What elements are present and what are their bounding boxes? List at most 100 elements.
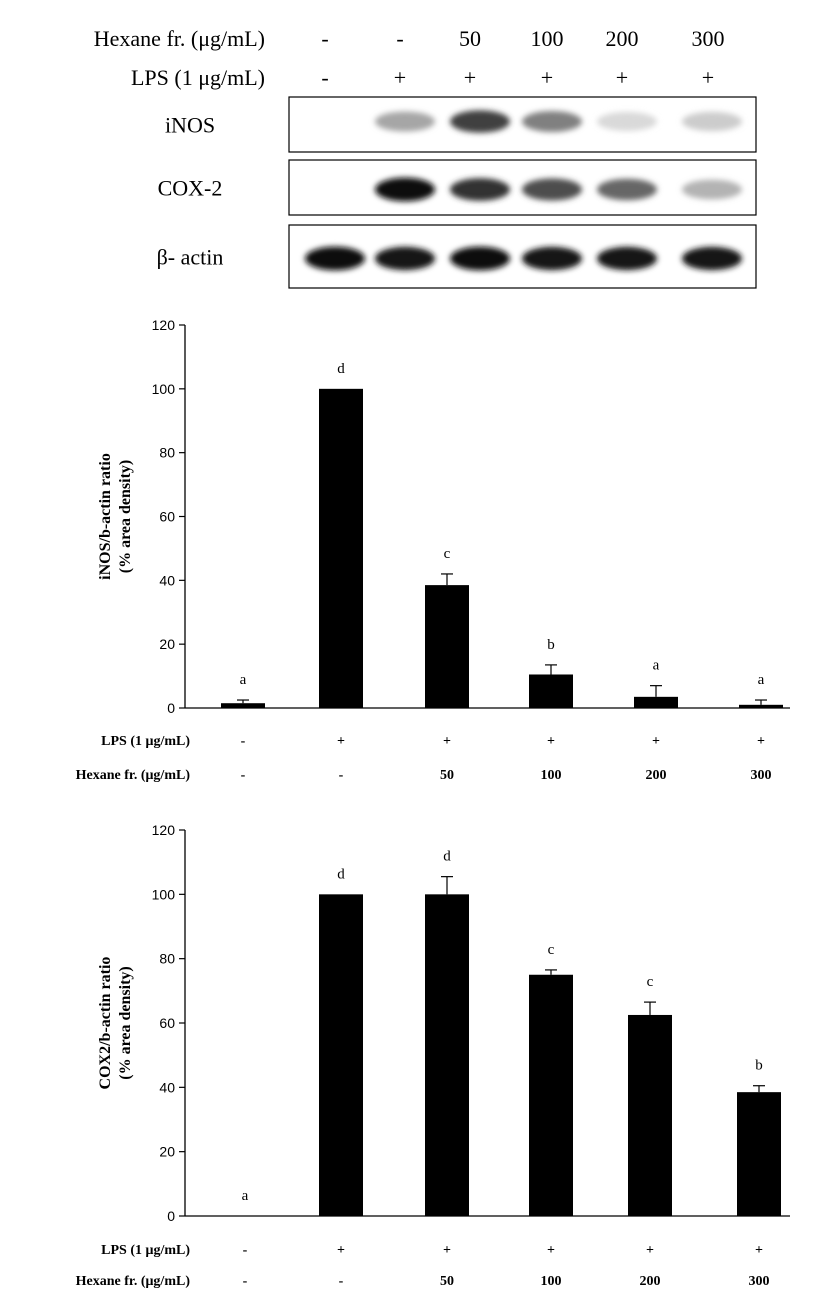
condition-value: + [652, 734, 660, 749]
condition-value: + [443, 1243, 451, 1258]
y-tick-label: 60 [159, 1015, 175, 1031]
condition-value: - [241, 734, 246, 749]
blot-band [682, 246, 742, 271]
condition-value: + [757, 734, 765, 749]
condition-label: Hexane fr. (μg/mL) [76, 768, 191, 783]
treatment-value: 50 [459, 26, 481, 51]
y-tick-label: 80 [159, 951, 175, 967]
condition-value: - [339, 768, 344, 783]
significance-letter: a [758, 672, 765, 688]
treatment-value: + [616, 65, 628, 90]
y-tick-label: 40 [159, 1079, 175, 1095]
condition-value: + [337, 734, 345, 749]
bar [425, 585, 469, 708]
condition-label: Hexane fr. (μg/mL) [76, 1274, 191, 1289]
significance-letter: d [443, 849, 451, 865]
treatment-value: + [394, 65, 406, 90]
condition-value: + [547, 1243, 555, 1258]
blot-band [375, 111, 435, 132]
blot-band [375, 177, 435, 202]
significance-letter: d [337, 361, 345, 377]
blot-band [450, 110, 510, 133]
blot-band [450, 246, 510, 271]
treatment-value: 300 [692, 26, 725, 51]
significance-letter: a [240, 672, 247, 688]
significance-letter: b [755, 1058, 763, 1074]
bar [628, 1014, 672, 1216]
significance-letter: a [653, 658, 660, 674]
significance-letter: a [242, 1188, 249, 1204]
significance-letter: d [337, 866, 345, 882]
blot-band [597, 178, 657, 201]
condition-value: + [443, 734, 451, 749]
bar [737, 1092, 781, 1216]
treatment-label: Hexane fr. (μg/mL) [94, 26, 265, 51]
y-tick-label: 0 [167, 700, 175, 716]
blot-band [522, 178, 582, 201]
bar [634, 696, 678, 708]
blot-band [682, 111, 742, 132]
blot-band [597, 246, 657, 271]
blot-band [522, 111, 582, 132]
blot-band [522, 246, 582, 271]
blot-band [682, 179, 742, 200]
y-tick-label: 80 [159, 445, 175, 461]
blot-band [450, 178, 510, 201]
y-tick-label: 100 [152, 886, 176, 902]
bar [529, 674, 573, 708]
blot-band-label: COX-2 [158, 176, 223, 201]
y-tick-label: 20 [159, 636, 175, 652]
blot-band [305, 246, 365, 271]
condition-value: 100 [541, 768, 562, 783]
condition-value: 300 [751, 768, 772, 783]
treatment-value: + [702, 65, 714, 90]
significance-letter: c [444, 546, 451, 562]
condition-value: - [243, 1274, 248, 1289]
y-tick-label: 60 [159, 509, 175, 525]
treatment-value: - [321, 26, 328, 51]
condition-value: 300 [749, 1274, 770, 1289]
treatment-value: 200 [606, 26, 639, 51]
blot-band [597, 112, 657, 131]
condition-value: + [646, 1243, 654, 1258]
condition-label: LPS (1 μg/mL) [101, 734, 190, 749]
bar [739, 704, 783, 708]
blot-band [375, 246, 435, 271]
condition-value: + [547, 734, 555, 749]
significance-letter: b [547, 637, 555, 653]
bar [319, 388, 363, 708]
bar [529, 974, 573, 1216]
condition-value: 200 [640, 1274, 661, 1289]
condition-value: + [755, 1243, 763, 1258]
condition-value: 100 [541, 1274, 562, 1289]
y-tick-label: 40 [159, 572, 175, 588]
condition-value: 50 [440, 768, 454, 783]
condition-value: - [339, 1274, 344, 1289]
cox2-bar-chart: 0 20 40 60 80 100 120 COX2/b-actin ratio (% area… [76, 822, 790, 1289]
western-blot-panel: Hexane fr. (μg/mL) - - 50 100 200 300 LPS (1 μg… [94, 26, 757, 289]
treatment-label: LPS (1 μg/mL) [131, 65, 265, 90]
blot-frame [288, 96, 757, 153]
condition-value: - [241, 768, 246, 783]
significance-letter: c [647, 974, 654, 990]
y-tick-label: 0 [167, 1208, 175, 1224]
y-tick-label: 120 [152, 822, 176, 838]
condition-value: 200 [646, 768, 667, 783]
significance-letter: c [548, 942, 555, 958]
condition-value: - [243, 1243, 248, 1258]
y-tick-label: 100 [152, 381, 176, 397]
y-tick-label: 120 [152, 317, 176, 333]
condition-label: LPS (1 μg/mL) [101, 1243, 190, 1258]
treatment-value: + [541, 65, 553, 90]
treatment-value: + [464, 65, 476, 90]
treatment-value: 100 [531, 26, 564, 51]
bar [319, 894, 363, 1216]
blot-band-label: iNOS [165, 113, 215, 138]
y-axis-label: iNOS/b-actin ratio (% area density) [97, 453, 134, 580]
y-axis-label: COX2/b-actin ratio (% area density) [97, 957, 134, 1090]
y-tick-label: 20 [159, 1144, 175, 1160]
inos-bar-chart: 0 20 40 60 80 100 120 iNOS/b-actin ratio (% area… [76, 317, 790, 783]
condition-value: + [337, 1243, 345, 1258]
treatment-value: - [321, 65, 328, 90]
